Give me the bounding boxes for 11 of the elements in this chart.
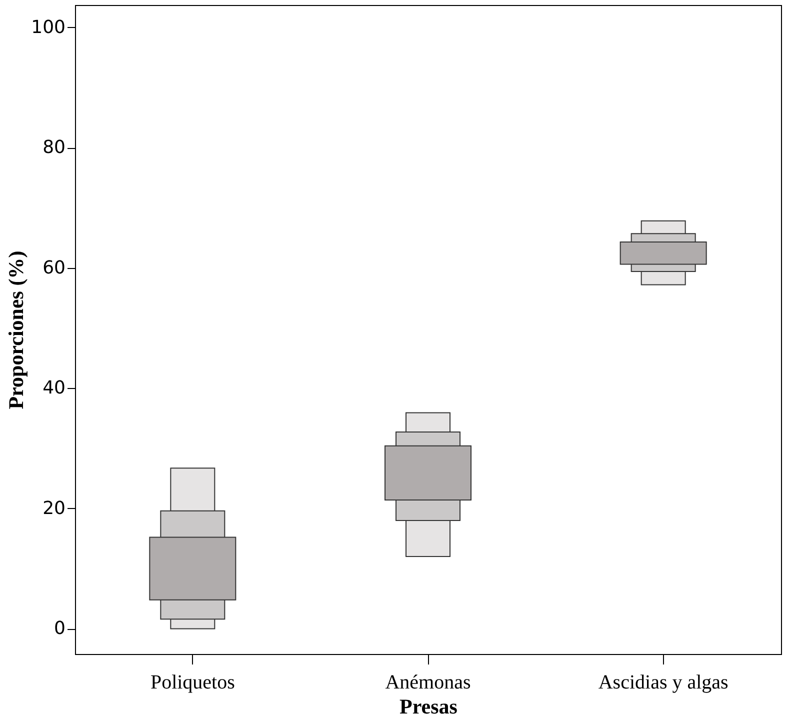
y-tick-label: 80 — [42, 137, 66, 158]
y-tick-label: 60 — [42, 257, 66, 278]
y-axis-title: Proporciones (%) — [4, 250, 28, 410]
y-tick-label: 40 — [42, 378, 66, 399]
y-tick-label: 20 — [42, 498, 66, 519]
x-tick-label: Ascidias y algas — [598, 672, 729, 694]
y-tick-label: 100 — [31, 16, 66, 38]
y-tick-label: 0 — [54, 618, 66, 640]
x-axis-title: Presas — [400, 694, 458, 718]
x-tick-label: Anémonas — [385, 672, 471, 694]
x-tick-label: Poliquetos — [150, 672, 236, 694]
